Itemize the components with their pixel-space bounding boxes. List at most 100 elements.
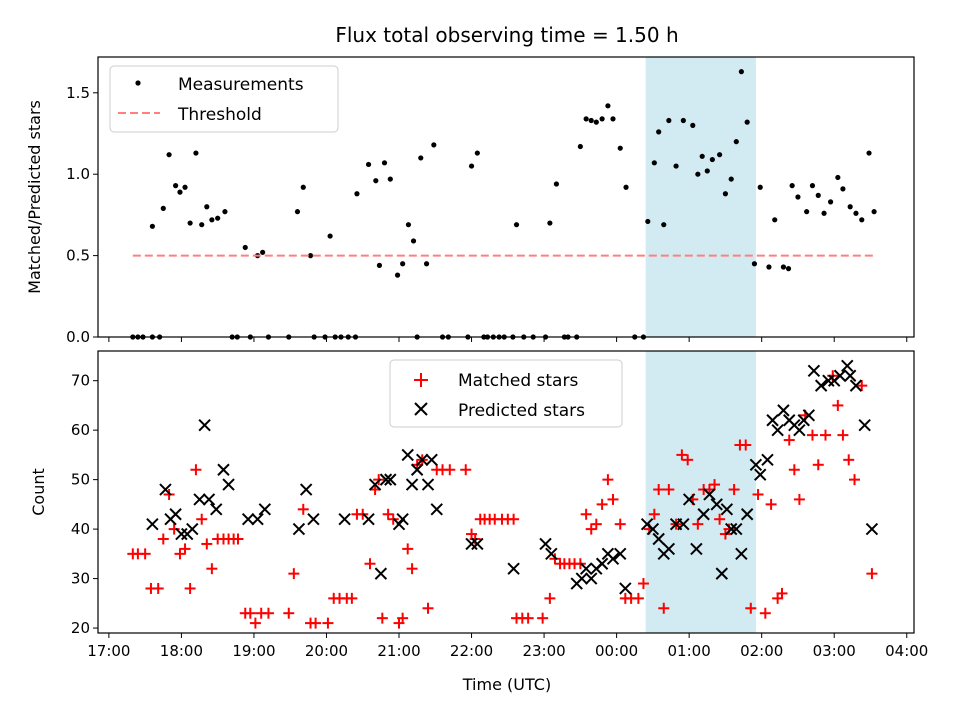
xtick-label: 03:00 (813, 642, 856, 660)
measurements-point (785, 266, 792, 272)
matched-stars-point (174, 548, 186, 560)
bottom-ytick-label: 70 (71, 372, 90, 390)
measurements-point (623, 184, 629, 190)
predicted-stars-point (807, 364, 821, 377)
matched-stars-point (776, 587, 788, 599)
top-ytick-label: 0.5 (66, 247, 90, 265)
matched-stars-point (658, 602, 670, 614)
predicted-stars-point (814, 379, 828, 392)
measurements-point (605, 103, 611, 109)
predicted-stars-point (749, 458, 763, 471)
bottom-y-axis-label: Count (29, 468, 48, 516)
predicted-stars-point (865, 522, 879, 536)
measurements-point (199, 222, 205, 228)
legend-label-matched-stars: Matched stars (458, 371, 578, 391)
matched-stars-point (382, 508, 394, 520)
matched-stars-point (190, 464, 202, 476)
matched-stars-point (508, 513, 520, 525)
matched-stars-point (832, 399, 844, 411)
measurements-point (553, 181, 560, 187)
predicted-stars-point (222, 478, 235, 491)
matched-stars-point (297, 503, 309, 515)
measurements-point (193, 150, 199, 156)
predicted-stars-point (410, 463, 424, 476)
predicted-stars-point (682, 493, 696, 506)
matched-stars-point (788, 464, 800, 476)
top-y-axis-label: Matched/Predicted stars (25, 100, 44, 294)
predicted-stars-point (384, 473, 397, 486)
measurements-point (704, 168, 710, 174)
measurements-point (859, 217, 865, 223)
matched-stars-point (522, 612, 534, 624)
matched-stars-point (793, 493, 805, 505)
predicted-stars-point (822, 374, 835, 387)
measurements-point (373, 178, 379, 184)
measurements-point (365, 161, 372, 168)
measurements-point (695, 171, 701, 177)
predicted-stars-point (169, 508, 182, 521)
matched-stars-point (397, 612, 409, 624)
predicted-stars-point (575, 572, 589, 585)
measurements-point (513, 222, 520, 228)
legend-label-measurements: Measurements (178, 75, 304, 95)
measurements-point (666, 117, 672, 124)
predicted-stars-point (802, 409, 816, 422)
measurements-point (772, 217, 778, 223)
predicted-stars-point (465, 537, 478, 551)
measurements-point (617, 145, 623, 151)
measurements-point (394, 272, 401, 278)
measurements-point (680, 117, 686, 124)
matched-stars-point (602, 474, 614, 486)
predicted-stars-point (338, 513, 351, 526)
measurements-point (376, 262, 383, 268)
measurements-point (733, 139, 739, 145)
matched-stars-point (157, 533, 169, 545)
predicted-stars-point (595, 557, 609, 570)
predicted-stars-point (606, 552, 620, 565)
measurements-point (177, 189, 183, 195)
matched-stars-point (663, 484, 675, 496)
predicted-stars-point (368, 478, 382, 491)
matched-stars-point (406, 563, 418, 575)
measurements-point (645, 218, 651, 225)
predicted-stars-point (761, 453, 774, 467)
measurements-point (300, 184, 306, 190)
predicted-stars-point (198, 419, 211, 432)
legend-marker-matched-stars (414, 373, 428, 387)
highlight-span-top (645, 57, 756, 337)
measurements-point (405, 222, 412, 228)
bottom-data-marks (127, 359, 879, 629)
predicted-stars-point (539, 537, 552, 551)
matched-stars-point (179, 543, 191, 555)
measurements-point (187, 220, 193, 226)
bottom-ytick-label: 40 (71, 520, 90, 538)
measurements-point (149, 223, 155, 229)
measurements-point (209, 217, 215, 223)
predicted-stars-point (292, 522, 306, 536)
matched-stars-point (184, 582, 196, 594)
legend-marker-measurements (135, 80, 141, 86)
matched-stars-point (765, 498, 777, 510)
measurements-point (222, 209, 228, 215)
matched-stars-point (196, 513, 208, 525)
matched-stars-point (632, 592, 644, 604)
predicted-stars-point (793, 423, 806, 437)
matched-stars-point (283, 607, 295, 619)
measurements-point (474, 150, 480, 156)
predicted-stars-point (425, 453, 438, 467)
matched-stars-point (806, 429, 818, 441)
matched-stars-point (139, 548, 151, 560)
xtick-label: 00:00 (595, 642, 638, 660)
top-ytick-label: 0.0 (66, 328, 90, 346)
bottom-ytick-label: 50 (71, 471, 90, 489)
predicted-stars-point (401, 448, 414, 462)
predicted-stars-point (677, 517, 690, 531)
measurements-point (294, 209, 301, 215)
matched-stars-point (709, 479, 721, 491)
measurements-point (827, 199, 834, 205)
measurements-point (381, 160, 388, 166)
matched-stars-point (201, 538, 213, 550)
bottom-ytick-label: 30 (71, 570, 90, 588)
matched-stars-point (614, 518, 626, 530)
